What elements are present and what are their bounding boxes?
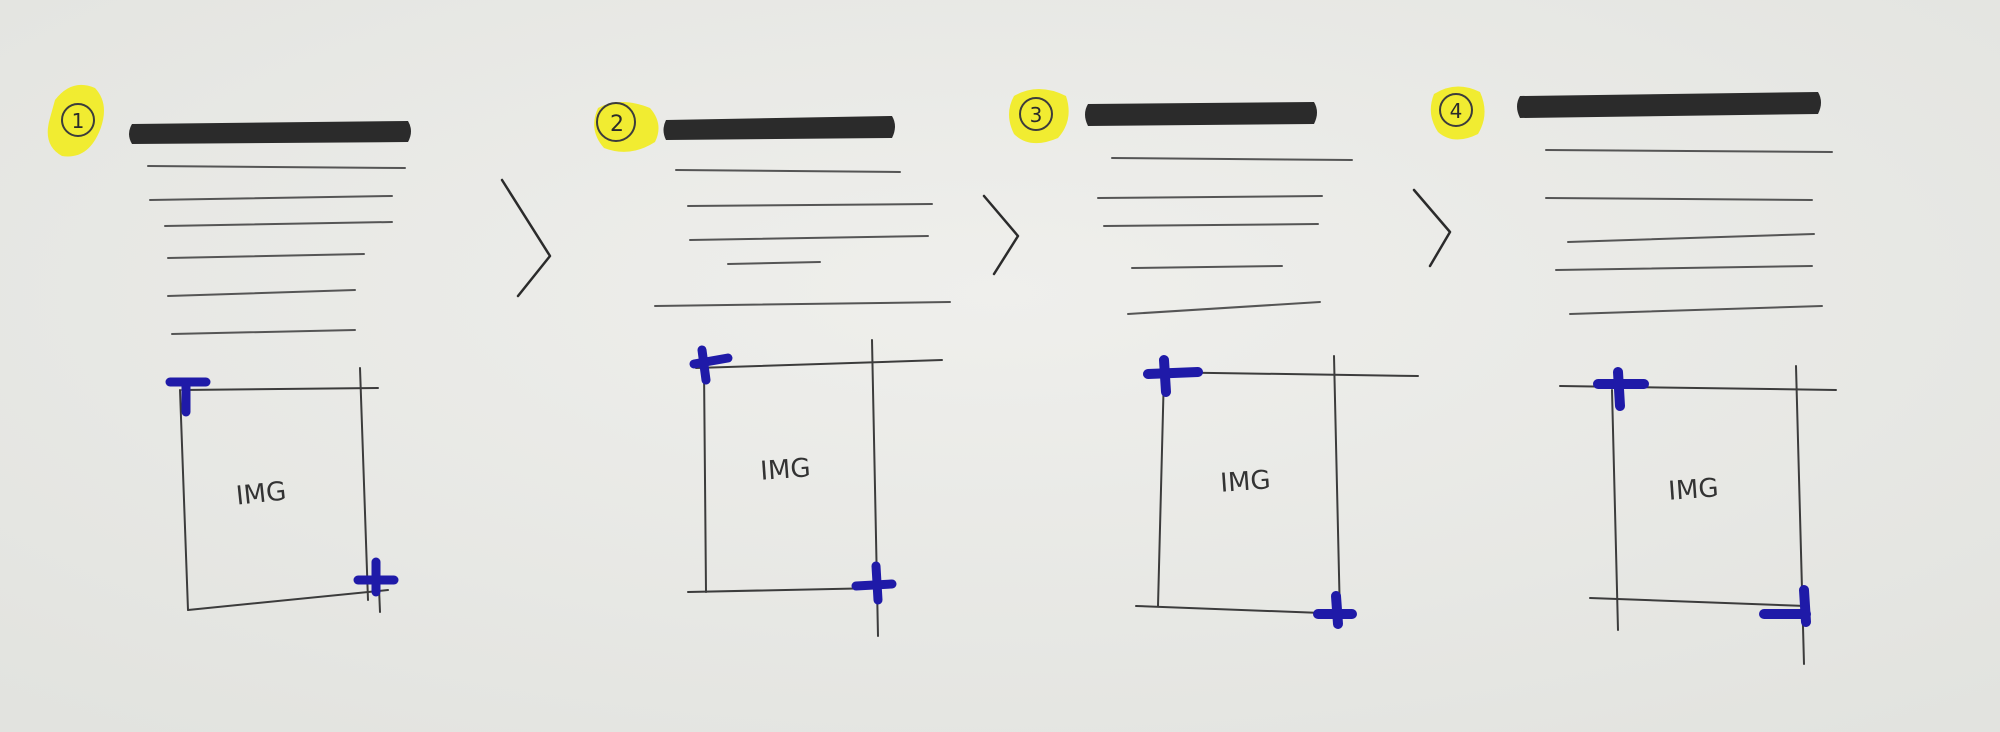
step-3-image-label: IMG xyxy=(1219,465,1271,498)
step-2-crosshair-bottom xyxy=(851,561,897,605)
step-2-number: 2 xyxy=(610,112,624,137)
step-1-text-lines xyxy=(147,165,406,335)
chevron-right-icon xyxy=(982,194,1020,276)
chevron-right-icon xyxy=(500,178,552,298)
step-4-crosshair-bottom xyxy=(1759,585,1811,627)
step-2-highlight xyxy=(594,102,659,152)
step-2-crosshair-top xyxy=(689,345,733,385)
step-4-image-label: IMG xyxy=(1667,473,1719,506)
step-4-number-circle xyxy=(1439,93,1473,127)
step-3-text-lines xyxy=(1097,157,1353,315)
step-2-image-label: IMG xyxy=(759,453,811,486)
step-1-image-box xyxy=(179,367,389,613)
step-2-number-circle xyxy=(596,102,636,142)
step-1-highlight xyxy=(47,84,104,157)
step-3-number: 3 xyxy=(1030,103,1043,127)
step-3-title-bar xyxy=(1085,102,1317,126)
step-1-number-circle xyxy=(61,103,95,137)
step-4-crosshair-top xyxy=(1593,367,1649,411)
step-1-image-label: IMG xyxy=(235,476,288,511)
step-3-crosshair-top xyxy=(1143,355,1203,397)
step-1-title-bar xyxy=(129,121,411,144)
step-4-text-lines xyxy=(1545,149,1833,315)
step-2: 2 IMG xyxy=(594,102,951,637)
step-1: 1 IMG xyxy=(47,84,411,613)
step-1-number: 1 xyxy=(72,109,85,133)
step-2-text-lines xyxy=(654,169,951,307)
step-4-number: 4 xyxy=(1450,99,1463,123)
step-4-title-bar xyxy=(1517,92,1821,118)
step-3: 3 IMG xyxy=(1009,89,1419,629)
step-3-number-circle xyxy=(1019,97,1053,131)
step-4: 4 IMG xyxy=(1430,86,1837,665)
step-3-crosshair-bottom xyxy=(1313,591,1357,629)
chevron-right-icon xyxy=(1412,188,1452,268)
step-1-crosshair-bottom xyxy=(353,557,399,597)
step-2-title-bar xyxy=(663,116,895,140)
step-1-crosshair-top xyxy=(165,377,211,417)
